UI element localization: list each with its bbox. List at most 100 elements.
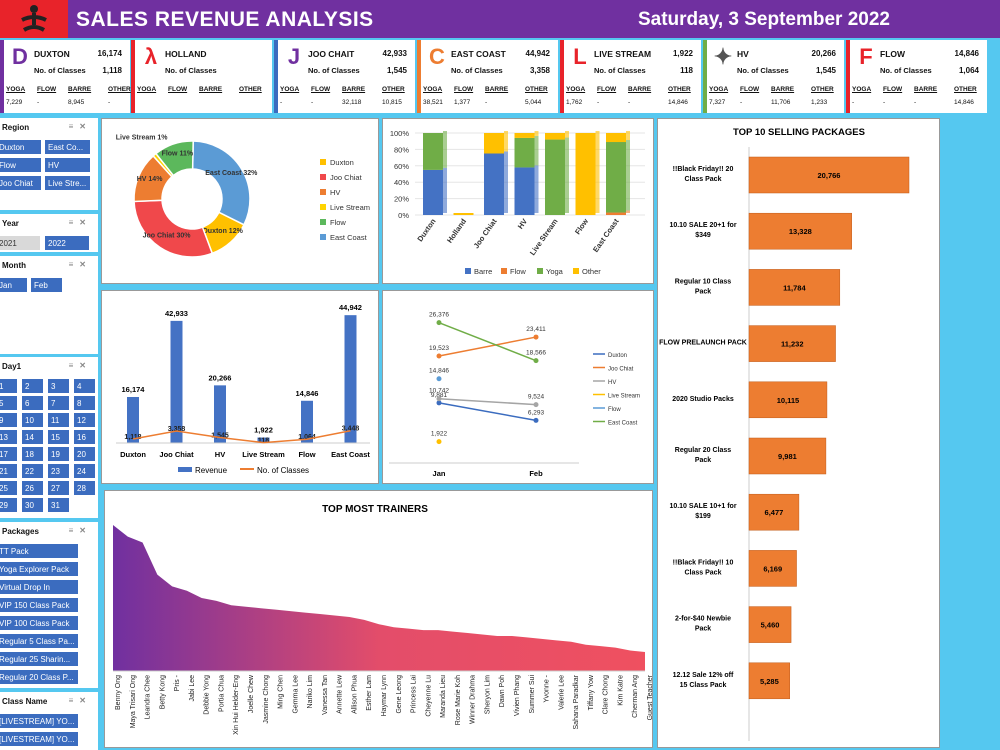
slicer-item-year[interactable]: 2022: [45, 236, 89, 250]
slicer-item-day[interactable]: 6: [22, 396, 43, 410]
slicer-item-day[interactable]: 31: [48, 498, 69, 512]
slicer-item-day[interactable]: 21: [0, 464, 17, 478]
trainers-area: [113, 525, 645, 671]
slicer-item-day[interactable]: 29: [0, 498, 17, 512]
month-slicer[interactable]: Month ≡✕ Jan Feb: [0, 256, 98, 354]
packages-slicer[interactable]: Packages ≡✕ TT Pack Yoga Explorer Pack Virtu…: [0, 522, 98, 688]
kpi-classes-label: No. of Classes: [737, 66, 789, 75]
legend-swatch: [320, 204, 326, 210]
slicer-item-day[interactable]: 13: [0, 430, 17, 444]
kpi-yoga-value: 7,327: [709, 99, 726, 106]
slicer-item-class[interactable]: [LIVESTREAM] YO...: [0, 714, 78, 728]
slicer-item-day[interactable]: 16: [74, 430, 95, 444]
slicer-item-packages[interactable]: Regular 5 Class Pa...: [0, 634, 78, 648]
data-point: [533, 417, 539, 423]
slicer-item-day[interactable]: 19: [48, 447, 69, 461]
slicer-item-day[interactable]: 25: [0, 481, 17, 495]
bar-segment-yoga: [514, 137, 535, 168]
kpi-classes-value: 1,545: [386, 66, 407, 75]
package-label: !!Black Friday!! 20 Class Pack: [673, 166, 734, 183]
slicer-item-day[interactable]: 11: [48, 413, 69, 427]
slicer-item-day[interactable]: 1: [0, 379, 17, 393]
slicer-tool-icons[interactable]: ≡✕: [68, 122, 92, 131]
slicer-item-day[interactable]: 5: [0, 396, 17, 410]
trainer-label: Debbie Yong: [204, 675, 211, 715]
slicer-tool-icons[interactable]: ≡✕: [68, 260, 92, 269]
stacked-bar-chart: 0% 20% 40% 60% 80% 100% Duxton Holland Joo Chiat…: [390, 129, 645, 276]
slicer-item-day[interactable]: 4: [74, 379, 95, 393]
slicer-item-day[interactable]: 15: [48, 430, 69, 444]
day-slicer[interactable]: Day1 ≡✕ 1 2 3 4 5 6 7 8 9 10 11 12 13 14 15 16 17 18 19 20 21 2…: [0, 357, 98, 518]
slicer-item-day[interactable]: 9: [0, 413, 17, 427]
x-tick-label: Jan: [433, 469, 446, 478]
trainer-label: Cherman Ang: [632, 675, 639, 718]
slicer-item-month[interactable]: Jan: [0, 278, 27, 292]
slicer-item-region[interactable]: Duxton: [0, 140, 41, 154]
data-label: 18,566: [526, 350, 546, 357]
slicer-item-day[interactable]: 20: [74, 447, 95, 461]
trainer-label: Kim Katre: [617, 675, 624, 706]
slicer-item-region[interactable]: HV: [45, 158, 90, 172]
kpi-other-label: OTHER: [954, 86, 977, 93]
class-name-slicer[interactable]: Class Name ≡✕ [LIVESTREAM] YO... [LIVESTREA…: [0, 692, 98, 750]
slicer-item-day[interactable]: 23: [48, 464, 69, 478]
slicer-item-day[interactable]: 28: [74, 481, 95, 495]
slicer-item-class[interactable]: [LIVESTREAM] YO...: [0, 732, 78, 746]
x-tick-label: Live Stream: [242, 450, 285, 459]
brand-icon: ✦: [713, 44, 733, 69]
slicer-item-day[interactable]: 18: [22, 447, 43, 461]
slicer-item-region[interactable]: Flow: [0, 158, 41, 172]
slicer-tool-icons[interactable]: ≡✕: [68, 526, 92, 535]
region-slicer[interactable]: Region ≡✕ Duxton East Co... Flow HV Joo Chiat L…: [0, 118, 98, 210]
slicer-item-day[interactable]: 7: [48, 396, 69, 410]
slicer-item-day[interactable]: 22: [22, 464, 43, 478]
slicer-item-packages[interactable]: Regular 20 Class P...: [0, 670, 78, 684]
slicer-tool-icons[interactable]: ≡✕: [68, 218, 92, 227]
slicer-item-packages[interactable]: Virtual Drop In: [0, 580, 78, 594]
slicer-item-region[interactable]: Live Stre...: [45, 176, 90, 190]
slicer-item-packages[interactable]: TT Pack: [0, 544, 78, 558]
slicer-item-day[interactable]: 26: [22, 481, 43, 495]
slicer-item-day[interactable]: 10: [22, 413, 43, 427]
y-tick-label: 0%: [398, 211, 409, 220]
trainer-label: Xin Hui Helder-Eng: [233, 675, 240, 735]
trainer-label: Portia Chua: [218, 675, 225, 712]
year-slicer[interactable]: Year ≡✕ 2021 2022: [0, 214, 98, 252]
slicer-item-packages[interactable]: Yoga Explorer Pack: [0, 562, 78, 576]
slicer-header: Year ≡✕: [0, 214, 98, 232]
package-data-label: 13,328: [789, 227, 812, 236]
bar-segment-side: [565, 131, 569, 138]
line-chart: Jan Feb 9,881 6,293 Duxton 19,523 23,411 Joo Ch…: [389, 312, 640, 478]
slicer-item-day[interactable]: 17: [0, 447, 17, 461]
slicer-item-year[interactable]: 2021: [0, 236, 40, 250]
slicer-item-region[interactable]: Joo Chiat: [0, 176, 41, 190]
kpi-flow-label: FLOW: [37, 86, 57, 93]
bar-segment-yoga: [606, 142, 626, 213]
slicer-item-day[interactable]: 24: [74, 464, 95, 478]
slicer-item-day[interactable]: 30: [22, 498, 43, 512]
kpi-other-label: OTHER: [108, 86, 131, 93]
slicer-item-day[interactable]: 3: [48, 379, 69, 393]
revenue-data-label: 42,933: [165, 309, 188, 318]
slicer-tool-icons[interactable]: ≡✕: [68, 361, 92, 370]
slicer-item-packages[interactable]: Regular 25 Sharin...: [0, 652, 78, 666]
slicer-item-packages[interactable]: VIP 150 Class Pack: [0, 598, 78, 612]
kpi-classes-label: No. of Classes: [34, 66, 86, 75]
brand-icon: J: [287, 44, 301, 69]
slicer-item-day[interactable]: 2: [22, 379, 43, 393]
slicer-item-packages[interactable]: VIP 100 Class Pack: [0, 616, 78, 630]
data-point: [533, 334, 539, 340]
slicer-item-day[interactable]: 14: [22, 430, 43, 444]
slicer-item-month[interactable]: Feb: [31, 278, 62, 292]
x-tick-label: Live Stream: [528, 217, 560, 257]
slicer-item-region[interactable]: East Co...: [45, 140, 90, 154]
slicer-tool-icons[interactable]: ≡✕: [68, 696, 92, 705]
donut-data-label: East Coast 32%: [205, 170, 258, 177]
slicer-item-day[interactable]: 12: [74, 413, 95, 427]
slicer-item-day[interactable]: 27: [48, 481, 69, 495]
slicer-title: Region: [2, 123, 30, 132]
data-point: [533, 402, 539, 408]
slicer-item-day[interactable]: 8: [74, 396, 95, 410]
revenue-bar: [170, 320, 183, 443]
x-tick-label: Flow: [298, 450, 315, 459]
